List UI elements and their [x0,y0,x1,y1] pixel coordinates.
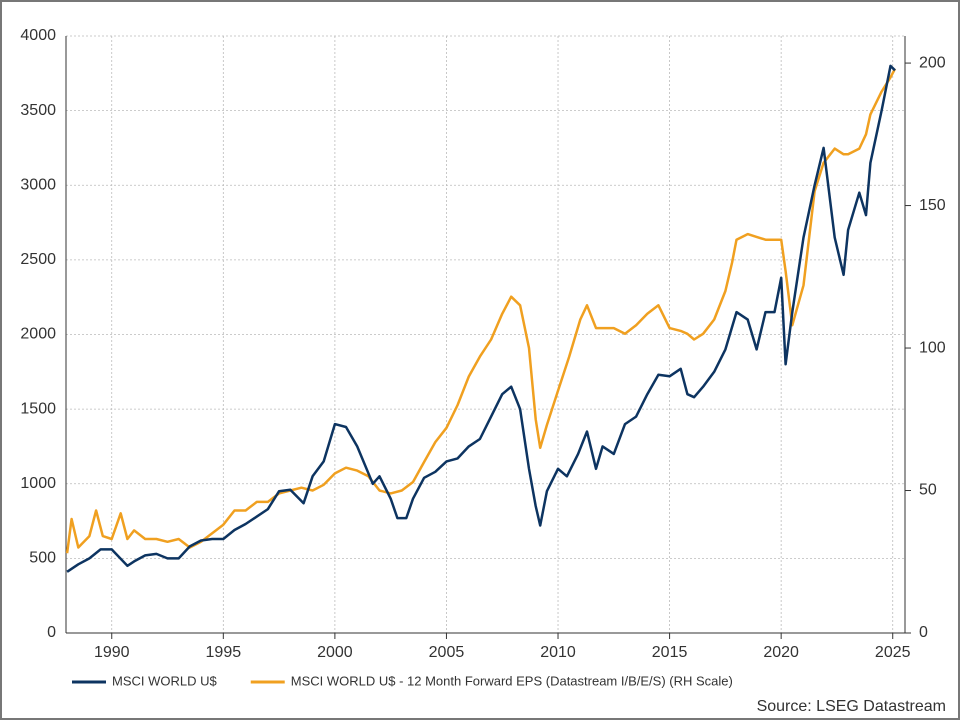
series-line [66,64,896,573]
x-tick-label: 1990 [94,644,130,661]
y-tick-label: 2500 [20,251,56,268]
x-tick-label: 2005 [429,644,465,661]
x-tick-label: 2010 [540,644,576,661]
y-tick-label: 500 [29,550,56,567]
y-tick-label: 0 [47,624,56,641]
y-tick-label: 3000 [20,176,56,193]
y-tick-label: 2000 [20,326,56,343]
y-tick-label: 1000 [20,475,56,492]
legend-label: MSCI WORLD U$ [112,673,218,688]
x-tick-label: 2000 [317,644,353,661]
y-tick-label: 1500 [20,400,56,417]
y2-tick-label: 100 [919,339,946,356]
y2-tick-label: 200 [919,54,946,71]
y-tick-label: 4000 [20,27,56,44]
legend-label: MSCI WORLD U$ - 12 Month Forward EPS (Da… [291,673,733,688]
y2-tick-label: 50 [919,482,937,499]
y-tick-label: 3500 [20,102,56,119]
x-tick-label: 2025 [875,644,911,661]
y2-tick-label: 150 [919,197,946,214]
source-note: Source: LSEG Datastream [757,698,946,715]
x-tick-label: 2020 [763,644,799,661]
x-tick-label: 1995 [206,644,242,661]
x-tick-label: 2015 [652,644,688,661]
y2-tick-label: 0 [919,624,928,641]
